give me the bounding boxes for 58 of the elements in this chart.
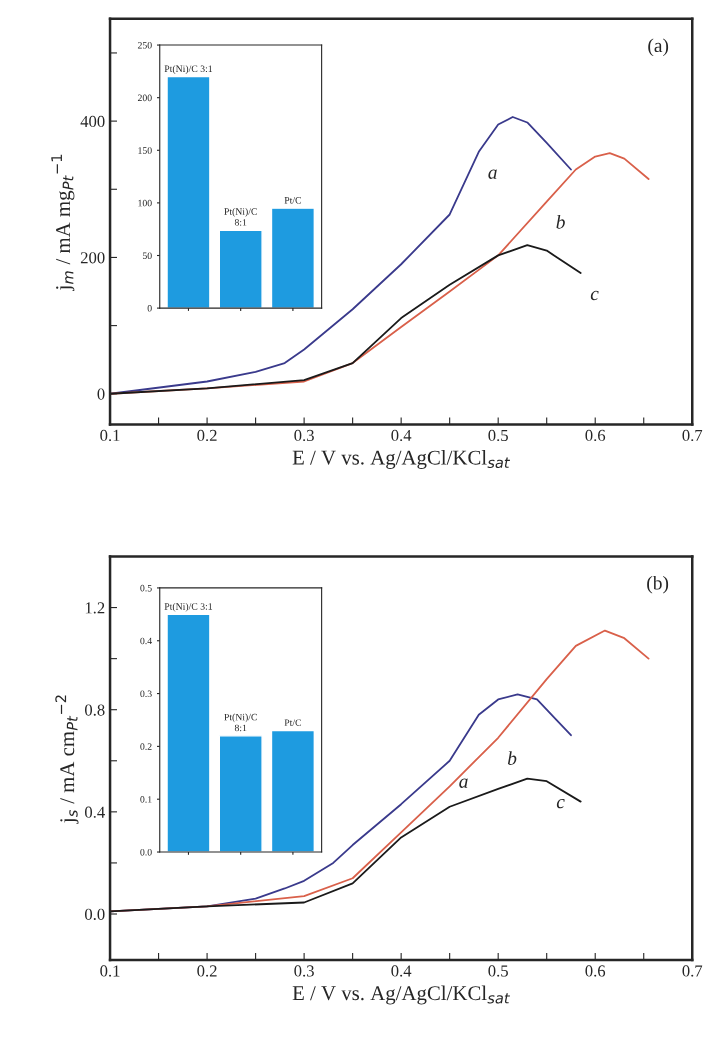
x-axis-title: E / V vs. Ag/AgCl/KCl$_{sat}$ [292, 449, 511, 469]
y-tick-label: 50 [142, 252, 152, 259]
y-axis-title: j$_{s}$ / mA cm$_{Pt}$$^{−2}$ [55, 695, 79, 824]
x-tick-label: Pt/C [284, 197, 302, 204]
x-tick-label: 0.7 [682, 965, 703, 977]
y-tick-label: 0.1 [140, 796, 152, 803]
x-tick-label: 0.1 [100, 429, 120, 442]
x-tick-label: 0.2 [197, 965, 217, 977]
x-tick-label: Pt(Ni)/C 3:1 [164, 65, 213, 74]
annotation: c [590, 290, 599, 301]
y-tick-label: 1.2 [85, 602, 105, 614]
annotation: a [488, 169, 497, 179]
annotation: b [556, 214, 565, 229]
x-tick-label: 0.6 [585, 965, 606, 977]
y-tick-label: 250 [137, 41, 152, 49]
bar [166, 613, 211, 853]
y-tick-label: 0 [147, 305, 152, 312]
x-tick-label: Pt/C [284, 719, 302, 726]
x-tick-label: Pt(Ni)/C 8:1 [224, 207, 257, 226]
x-tick-label: Pt(Ni)/C 3:1 [164, 602, 213, 612]
x-tick-label: 0.4 [391, 429, 412, 442]
annotation: b [507, 751, 517, 765]
x-tick-label: 0.3 [294, 429, 314, 442]
bar [166, 75, 211, 309]
y-axis-title: j$_{m}$ / mA mg$_{Pt}$$^{−1}$ [51, 154, 75, 292]
annotation: (a) [648, 38, 669, 57]
bar [218, 229, 263, 309]
x-tick-label: 0.6 [585, 429, 606, 442]
y-tick-label: 0.2 [140, 743, 152, 750]
x-tick-label: Pt(Ni)/C 8:1 [224, 713, 257, 732]
y-tick-label: 0.8 [84, 704, 105, 716]
line-series [110, 116, 572, 395]
y-tick-label: 150 [138, 147, 152, 154]
x-tick-label: 0.7 [682, 429, 703, 442]
y-tick-label: 0.5 [140, 584, 152, 592]
annotation: c [556, 798, 565, 809]
y-tick-label: 0.4 [140, 637, 152, 645]
y-tick-label: 200 [80, 252, 105, 264]
x-tick-label: 0.1 [100, 965, 120, 977]
x-tick-label: 0.5 [488, 429, 508, 442]
annotation: a [459, 778, 468, 788]
annotation: (b) [647, 575, 669, 594]
bar [270, 729, 316, 853]
x-tick-label: 0.3 [294, 965, 314, 977]
bar [218, 735, 263, 853]
y-tick-label: 0.0 [140, 848, 152, 856]
y-tick-label: 0.3 [140, 690, 152, 698]
y-tick-label: 400 [80, 115, 105, 128]
y-tick-label: 0.0 [84, 908, 105, 921]
y-tick-label: 200 [137, 94, 152, 102]
bar [270, 207, 316, 309]
x-axis-title: E / V vs. Ag/AgCl/KCl$_{sat}$ [292, 985, 511, 1005]
x-tick-label: 0.4 [391, 965, 412, 977]
y-tick-label: 0 [97, 388, 105, 400]
y-tick-label: 100 [138, 199, 152, 207]
y-tick-label: 0.4 [84, 806, 105, 818]
x-tick-label: 0.5 [488, 965, 508, 977]
x-tick-label: 0.2 [197, 429, 217, 442]
